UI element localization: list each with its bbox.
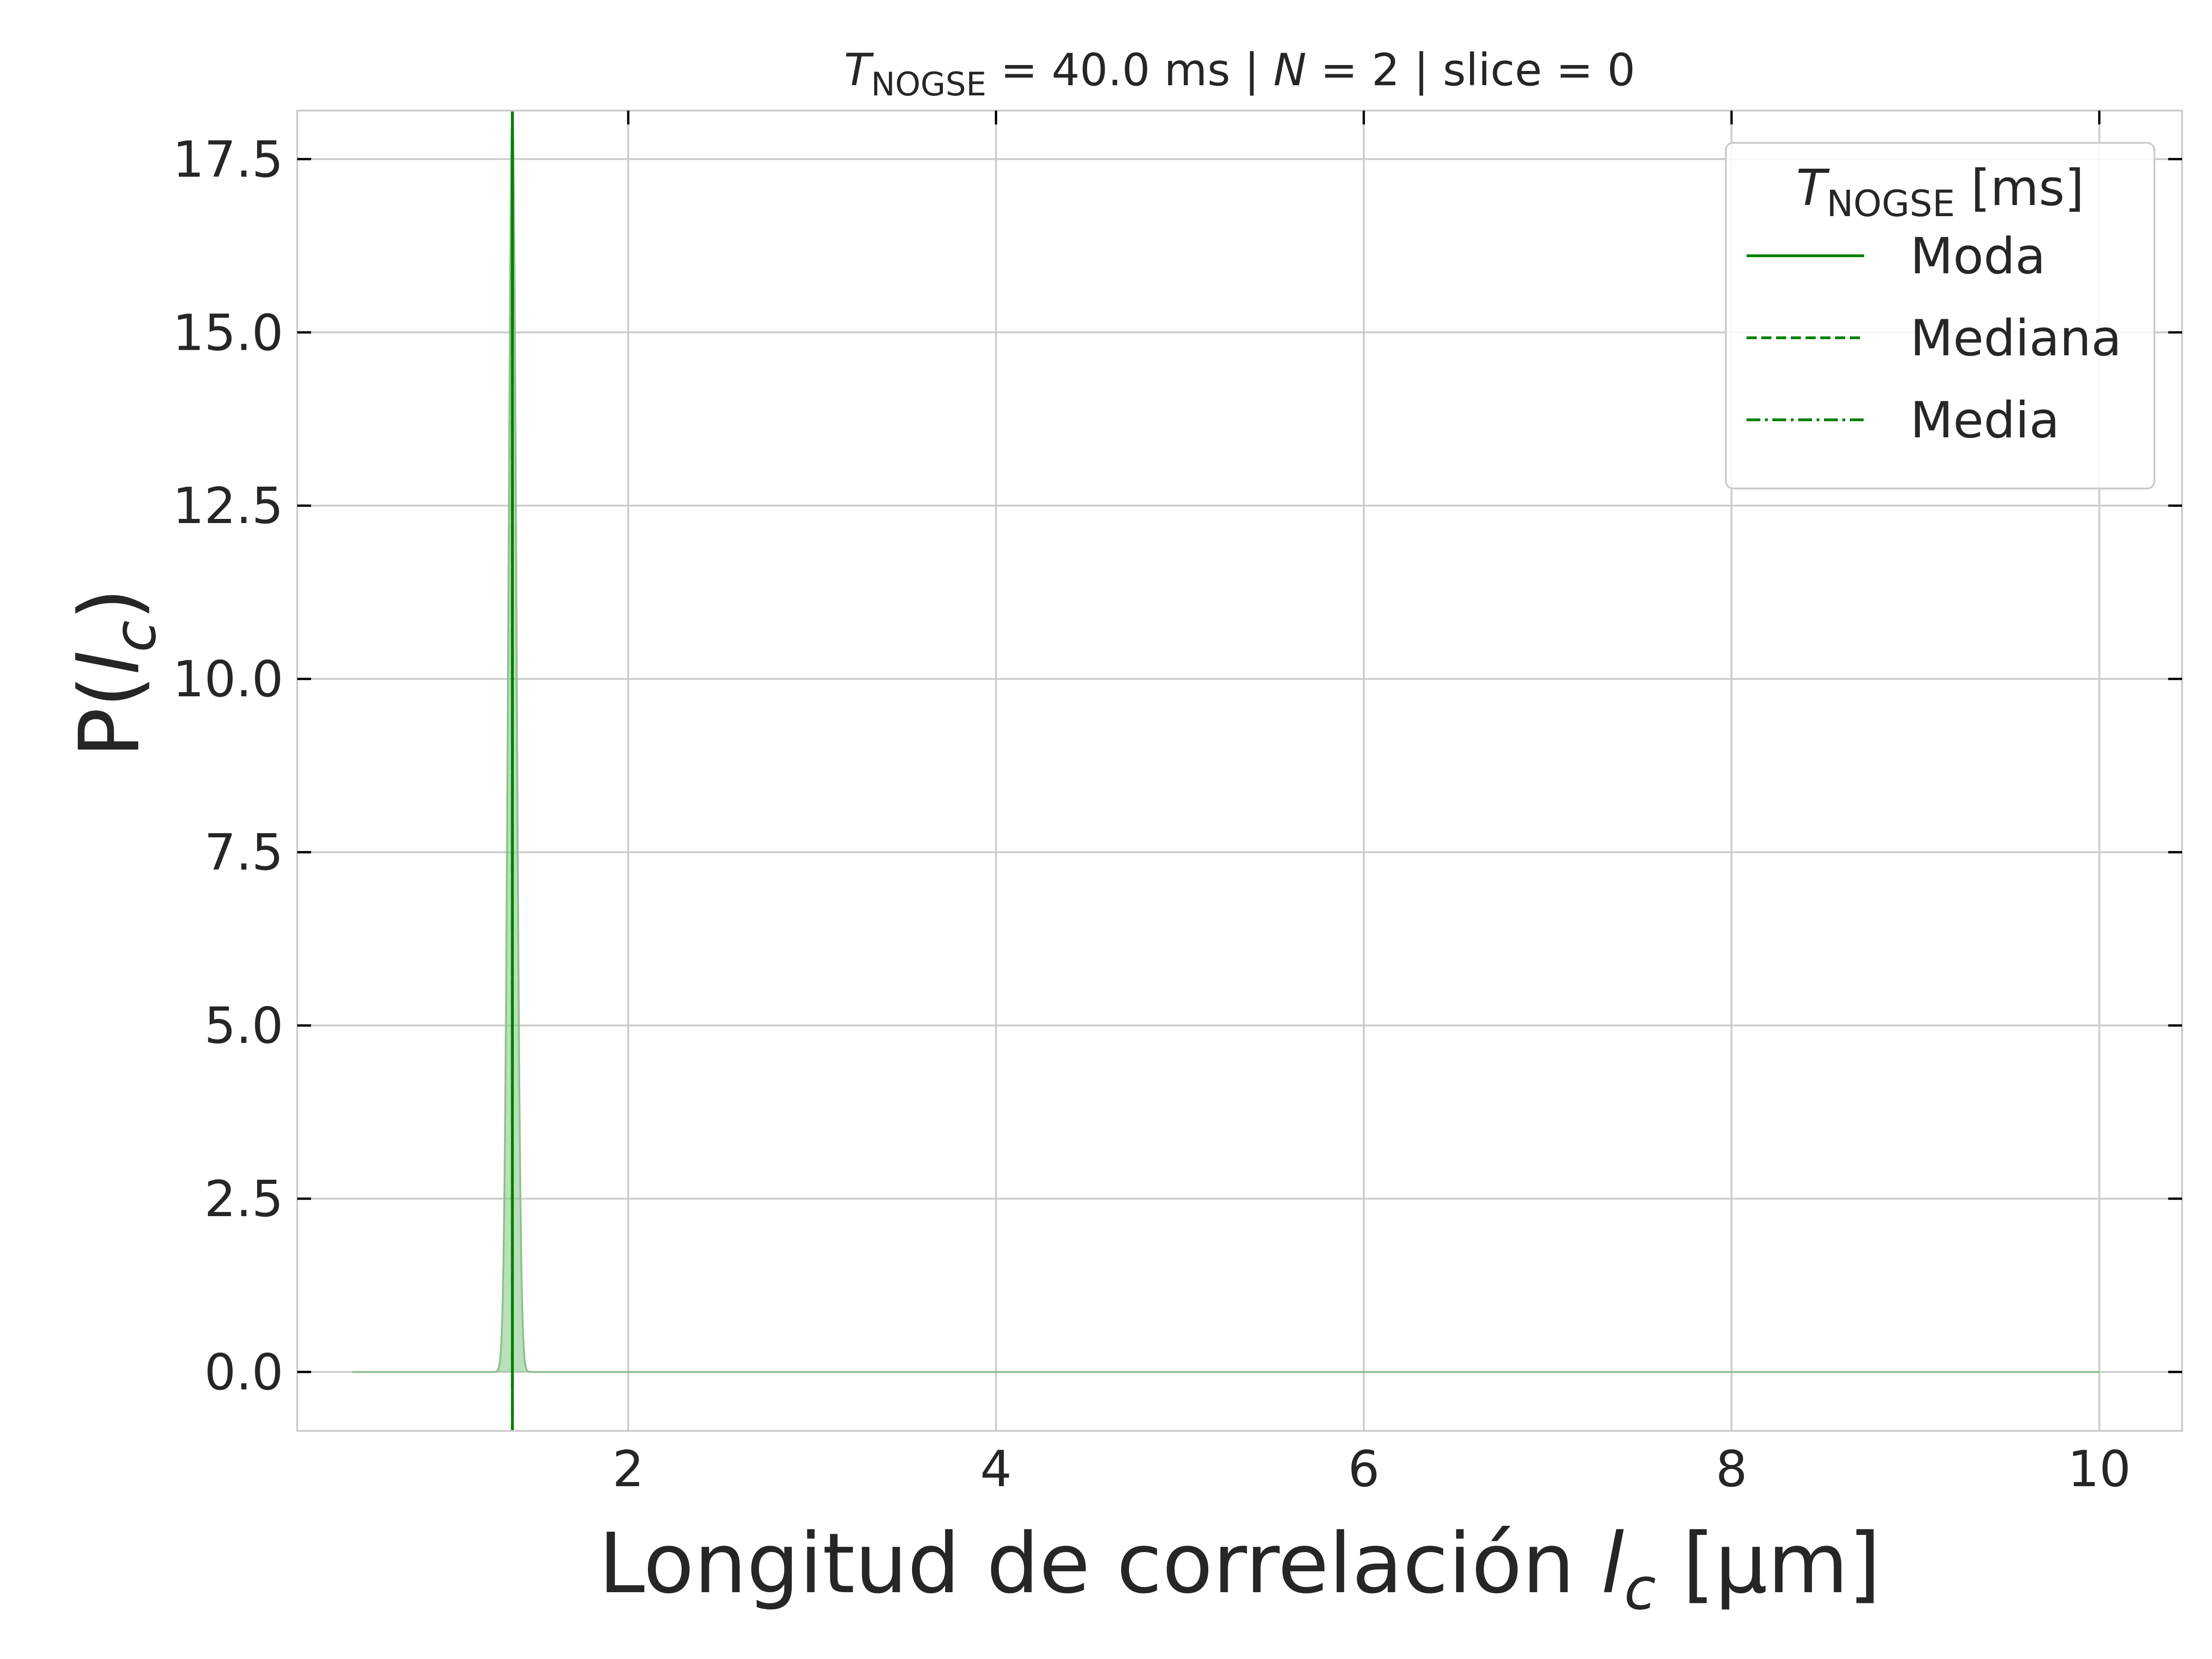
x-label-symbol: l	[1601, 1516, 1624, 1612]
legend-title: TNOGSE [ms]	[1796, 159, 2084, 225]
y-label-symbol: l	[62, 652, 158, 675]
y-tick-label: 12.5	[173, 477, 283, 535]
y-tick-labels: 0.0 2.5 5.0 7.5 10.0 12.5 15.0 17.5	[173, 131, 283, 1401]
x-tick-label: 4	[980, 1441, 1012, 1498]
title-part-2: = 2 | slice = 0	[1306, 44, 1635, 96]
y-tick-label: 10.0	[173, 651, 283, 708]
x-axis-label: Longitud de correlación lc [μm]	[599, 1516, 1881, 1623]
legend-box	[1725, 142, 2155, 489]
legend-label-moda: Moda	[1910, 228, 2046, 285]
y-tick-label: 7.5	[204, 824, 283, 882]
title-subscript: NOGSE	[871, 65, 986, 103]
y-tick-label: 0.0	[204, 1344, 283, 1401]
chart-title: TNOGSE = 40.0 ms | N = 2 | slice = 0	[844, 44, 1635, 103]
y-tick-label: 15.0	[173, 304, 283, 362]
title-part-1: = 40.0 ms |	[986, 44, 1273, 96]
legend-label-mediana: Mediana	[1910, 310, 2122, 367]
y-tick-label: 5.0	[204, 997, 283, 1055]
x-tick-label: 2	[612, 1441, 644, 1498]
x-tick-label: 10	[2068, 1441, 2131, 1498]
grid-lines	[297, 111, 2182, 1431]
y-tick-label: 2.5	[204, 1171, 283, 1228]
title-symbol-n: N	[1273, 44, 1306, 96]
legend-title-subscript: NOGSE	[1826, 183, 1955, 225]
legend-label-media: Media	[1910, 392, 2059, 449]
tick-marks	[297, 111, 2182, 1373]
y-label-subscript: c	[101, 620, 169, 652]
x-label-subscript: c	[1624, 1555, 1656, 1623]
x-label-text: Longitud de correlación	[599, 1516, 1601, 1612]
legend-title-suffix: [ms]	[1955, 159, 2084, 217]
plot-frame	[296, 110, 2183, 1432]
y-tick-label: 17.5	[173, 131, 283, 188]
y-label-suffix: )	[62, 588, 158, 620]
y-label-prefix: P(	[62, 675, 158, 758]
x-tick-label: 8	[1716, 1441, 1747, 1498]
x-label-units: [μm]	[1656, 1516, 1881, 1612]
y-axis-label: P(lc)	[62, 588, 169, 758]
title-symbol-t: T	[844, 44, 874, 96]
x-tick-label: 6	[1348, 1441, 1380, 1498]
legend-entries: Moda Mediana Media	[1747, 228, 2122, 449]
legend: TNOGSE [ms] Moda Mediana Media	[1725, 142, 2155, 489]
x-tick-labels: 2 4 6 8 10	[612, 1441, 2131, 1498]
legend-title-symbol: T	[1796, 159, 1830, 217]
